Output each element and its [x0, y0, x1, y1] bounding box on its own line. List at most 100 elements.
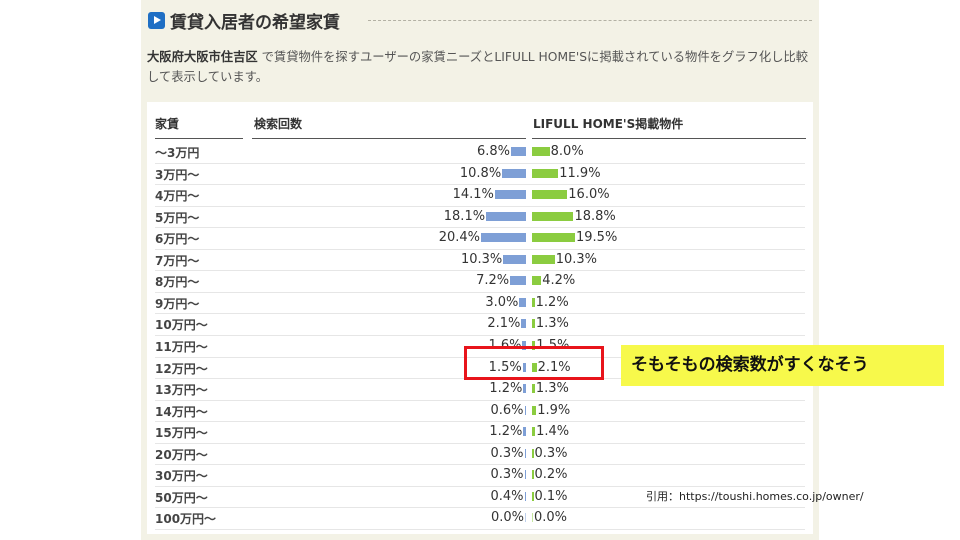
rent-range-label: 4万円～: [155, 189, 200, 204]
listing-bar: [532, 254, 555, 264]
rent-range-label: 13万円～: [155, 383, 208, 398]
section-description: 大阪府大阪市住吉区 で賃貸物件を探すユーザーの家賃ニーズとLIFULL HOME…: [147, 47, 811, 87]
listing-value: 10.3%: [555, 251, 598, 267]
listing-bar: [532, 190, 568, 200]
listing-bar: [532, 405, 537, 415]
search-count-value: 3.0%: [485, 294, 519, 310]
search-count-value: 20.4%: [438, 230, 480, 246]
column-header-listings: LIFULL HOME'S掲載物件: [533, 117, 684, 131]
row-separator: [155, 356, 805, 358]
row-separator: [155, 464, 805, 466]
header-rule-rent: [155, 138, 243, 139]
listing-bar: [532, 384, 535, 394]
listing-bar: [532, 491, 534, 501]
search-count-bar: [524, 405, 526, 415]
search-count-bar: [510, 276, 526, 286]
rent-range-label: 100万円～: [155, 512, 217, 527]
row-separator: [155, 507, 805, 509]
highlight-box-12man: [464, 346, 604, 380]
row-separator: [155, 184, 805, 186]
rent-range-label: 14万円～: [155, 404, 208, 419]
search-count-value: 10.3%: [460, 251, 503, 267]
search-count-value: 0.6%: [490, 402, 524, 418]
search-count-value: 18.1%: [443, 208, 486, 224]
listing-bar: [532, 147, 550, 156]
rent-range-label: 12万円～: [155, 361, 208, 376]
search-count-value: 0.4%: [490, 488, 524, 504]
search-count-bar: [502, 168, 526, 178]
rent-range-label: 5万円～: [155, 210, 200, 225]
search-count-value: 0.3%: [490, 445, 524, 461]
listing-value: 18.8%: [574, 208, 616, 224]
listing-bar: [532, 513, 533, 523]
listing-value: 1.3%: [535, 381, 569, 397]
rent-range-label: 9万円～: [155, 296, 200, 311]
rent-range-label: 15万円～: [155, 426, 208, 441]
search-count-bar: [503, 254, 526, 264]
listing-value: 16.0%: [568, 187, 610, 203]
rent-range-label: 30万円～: [155, 469, 208, 484]
listing-value: 1.2%: [535, 294, 569, 310]
search-count-bar: [524, 491, 526, 501]
listing-value: 0.3%: [534, 445, 568, 461]
listing-bar: [532, 233, 575, 243]
row-separator: [155, 227, 805, 229]
annotation-callout: そもそもの検索数がすくなそう: [621, 345, 944, 386]
rent-range-label: 50万円～: [155, 490, 208, 505]
citation-text: 引用：https://toushi.homes.co.jp/owner/: [646, 490, 864, 503]
listing-value: 1.9%: [537, 402, 571, 418]
rent-range-label: 10万円～: [155, 318, 208, 333]
row-separator: [155, 528, 805, 530]
search-count-bar: [523, 427, 526, 437]
section-title: 賃貸入居者の希望家賃: [170, 13, 340, 33]
column-header-rent: 家賃: [155, 117, 180, 131]
rent-range-label: 20万円～: [155, 447, 208, 462]
row-separator: [155, 442, 805, 444]
rent-comparison-table: [147, 102, 813, 534]
search-count-value: 10.8%: [459, 165, 502, 181]
search-count-value: 1.5%: [488, 359, 522, 375]
row-separator: [155, 270, 805, 272]
listing-value: 8.0%: [550, 144, 584, 159]
search-count-bar: [524, 448, 526, 458]
search-count-bar: [494, 190, 526, 200]
listing-bar: [532, 470, 534, 480]
search-count-bar: [519, 297, 526, 307]
search-count-value: 0.3%: [490, 467, 524, 483]
search-count-bar: [486, 211, 526, 221]
search-count-bar: [521, 319, 526, 329]
listing-bar: [532, 340, 536, 350]
listing-value: 19.5%: [576, 230, 618, 246]
listing-bar: [532, 211, 574, 221]
row-separator: [155, 162, 805, 164]
column-header-search-count: 検索回数: [254, 117, 303, 131]
listing-bar: [532, 168, 559, 178]
listing-value: 4.2%: [542, 273, 576, 289]
area-name[interactable]: 大阪府大阪市住吉区: [147, 50, 258, 64]
rent-range-label: ～3万円: [155, 146, 200, 160]
row-separator: [155, 205, 805, 207]
listing-bar: [532, 427, 536, 437]
search-count-value: 14.1%: [452, 187, 494, 203]
row-separator: [155, 313, 805, 315]
listing-bar: [532, 448, 534, 458]
search-count-value: 1.2%: [489, 381, 523, 397]
listing-value: 1.3%: [535, 316, 569, 332]
search-count-bar: [523, 384, 526, 394]
search-count-bar: [524, 470, 526, 480]
search-count-value: 2.1%: [487, 316, 521, 332]
search-count-value: 1.2%: [489, 424, 523, 440]
search-count-bar: [522, 362, 526, 372]
row-separator: [155, 248, 805, 250]
row-separator: [155, 399, 805, 401]
rent-range-label: 3万円～: [155, 167, 200, 182]
row-separator: [155, 291, 805, 293]
listing-bar: [532, 319, 535, 329]
search-count-bar: [522, 340, 526, 350]
search-count-value: 6.8%: [476, 144, 510, 159]
rent-range-label: 6万円～: [155, 232, 200, 247]
search-count-bar: [511, 147, 526, 156]
listing-bar: [532, 276, 542, 286]
search-count-value: 0.0%: [490, 510, 524, 526]
listing-value: 0.0%: [534, 510, 568, 526]
